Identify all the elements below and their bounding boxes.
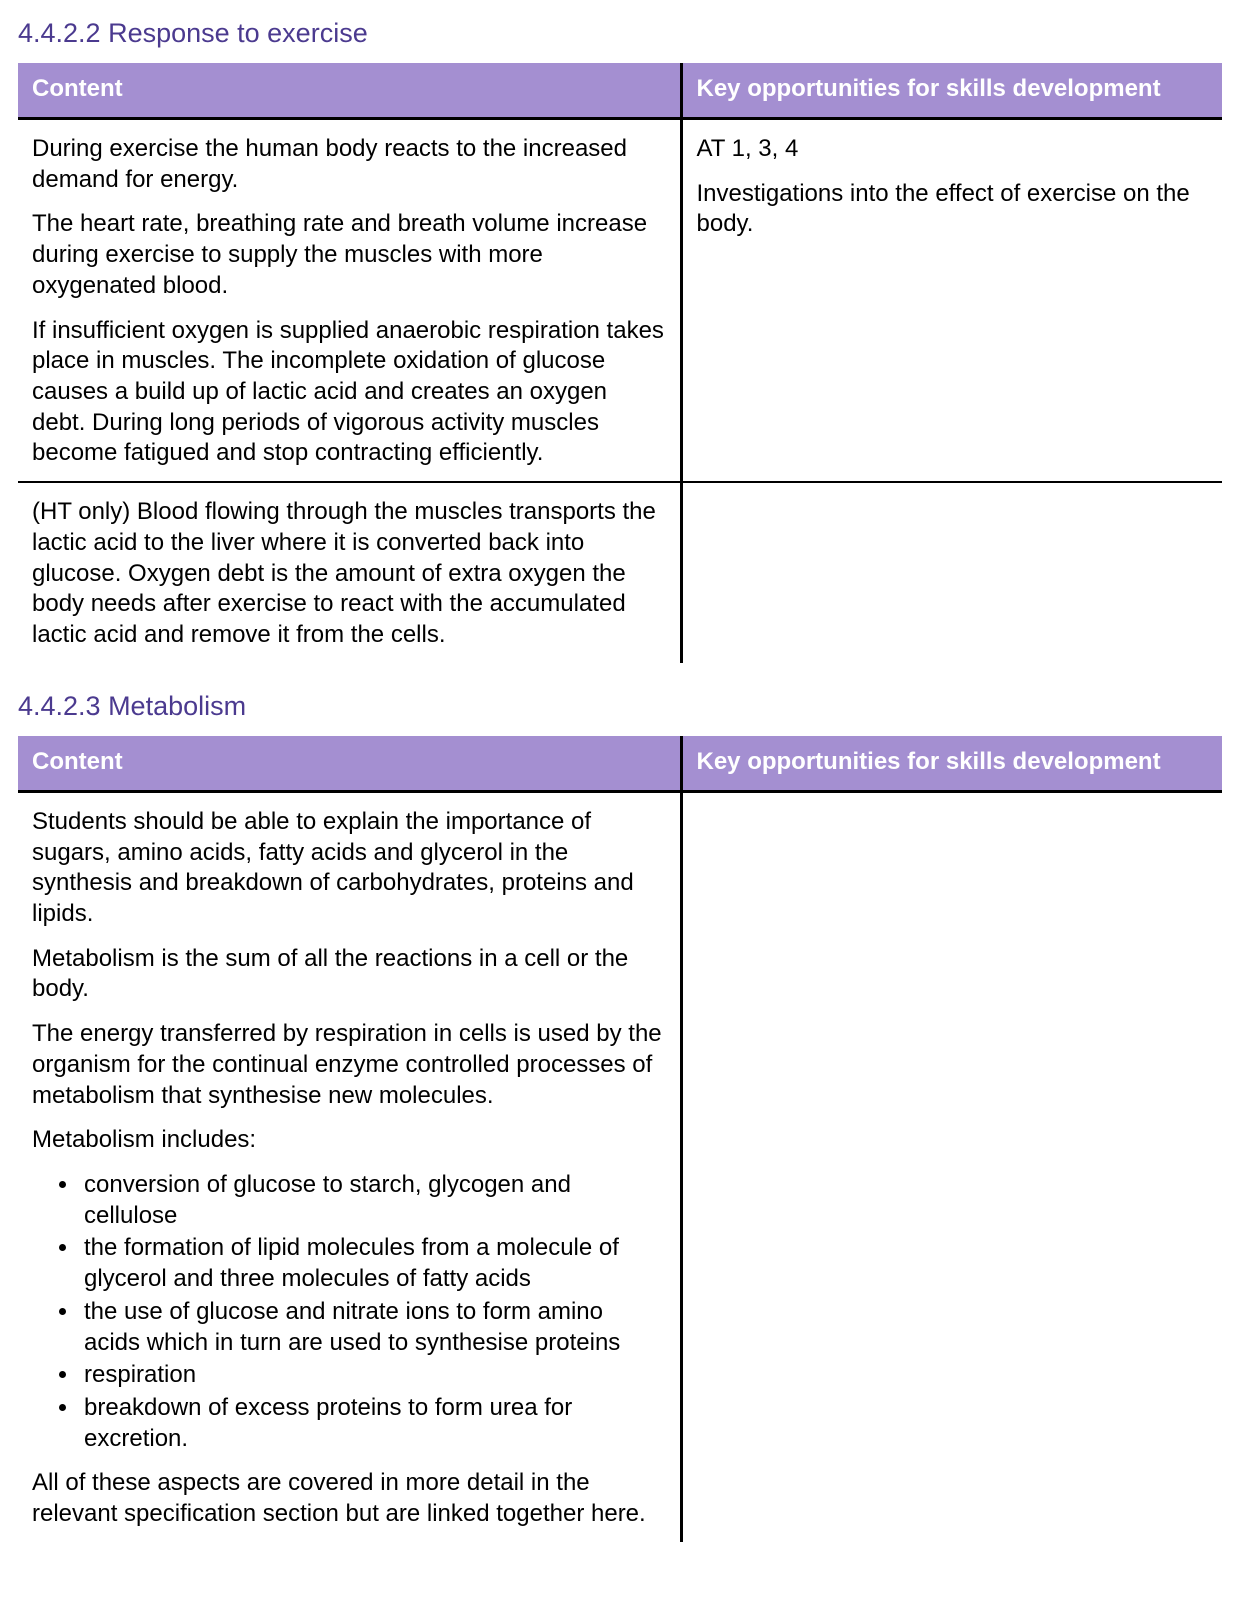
col-header-content: Content (18, 63, 681, 119)
content-cell: During exercise the human body reacts to… (18, 119, 681, 483)
table-header-row: Content Key opportunities for skills dev… (18, 736, 1222, 792)
skills-cell (681, 482, 1222, 663)
section-heading: 4.4.2.2 Response to exercise (18, 18, 1222, 49)
table-row: (HT only) Blood flowing through the musc… (18, 482, 1222, 663)
bullet-list: conversion of glucose to starch, glycoge… (32, 1170, 666, 1454)
table-header-row: Content Key opportunities for skills dev… (18, 63, 1222, 119)
content-para: The energy transferred by respiration in… (32, 1019, 666, 1111)
content-para: During exercise the human body reacts to… (32, 134, 666, 195)
list-item: breakdown of excess proteins to form ure… (80, 1393, 666, 1454)
table-row: During exercise the human body reacts to… (18, 119, 1222, 483)
list-item: respiration (80, 1360, 666, 1391)
content-cell: Students should be able to explain the i… (18, 791, 681, 1542)
content-para: If insufficient oxygen is supplied anaer… (32, 316, 666, 470)
table-row: Students should be able to explain the i… (18, 791, 1222, 1542)
skills-cell (681, 791, 1222, 1542)
col-header-skills: Key opportunities for skills development (681, 63, 1222, 119)
spec-table-metabolism: Content Key opportunities for skills dev… (18, 736, 1222, 1542)
col-header-skills: Key opportunities for skills development (681, 736, 1222, 792)
skills-para: Investigations into the effect of exerci… (697, 179, 1209, 240)
list-item: the use of glucose and nitrate ions to f… (80, 1297, 666, 1358)
section-heading: 4.4.2.3 Metabolism (18, 691, 1222, 722)
skills-cell: AT 1, 3, 4 Investigations into the effec… (681, 119, 1222, 483)
skills-para: AT 1, 3, 4 (697, 134, 1209, 165)
spec-table-response-to-exercise: Content Key opportunities for skills dev… (18, 63, 1222, 663)
content-para: All of these aspects are covered in more… (32, 1468, 666, 1529)
content-cell: (HT only) Blood flowing through the musc… (18, 482, 681, 663)
content-para: Metabolism includes: (32, 1125, 666, 1156)
content-para: (HT only) Blood flowing through the musc… (32, 497, 666, 651)
list-item: conversion of glucose to starch, glycoge… (80, 1170, 666, 1231)
col-header-content: Content (18, 736, 681, 792)
list-item: the formation of lipid molecules from a … (80, 1233, 666, 1294)
content-para: Metabolism is the sum of all the reactio… (32, 944, 666, 1005)
content-para: Students should be able to explain the i… (32, 807, 666, 930)
content-para: The heart rate, breathing rate and breat… (32, 209, 666, 301)
